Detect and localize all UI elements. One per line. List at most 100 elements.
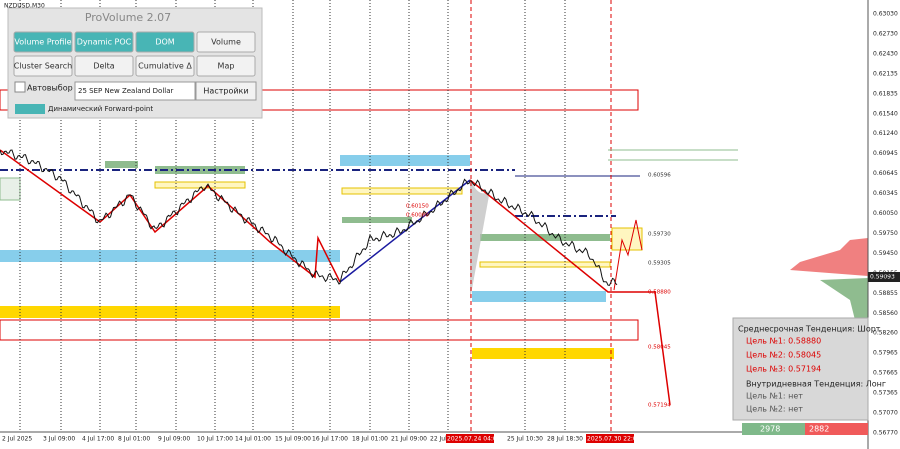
price-label: 0.57365 — [873, 390, 898, 397]
level — [611, 227, 643, 251]
current-price: 0.59093 — [870, 274, 895, 281]
price-label: 0.62135 — [873, 70, 898, 77]
time-label: 10 Jul 17:00 — [197, 436, 233, 443]
time-label: 2025.07.24 04:00 — [447, 436, 501, 443]
level — [0, 306, 340, 318]
time-label: 21 Jul 09:00 — [391, 436, 427, 443]
target: Цель №1: 0.58880 — [746, 337, 821, 346]
settings-button[interactable] — [195, 81, 257, 101]
price-label: 0.60050 — [873, 210, 898, 217]
volume-profile — [470, 180, 490, 300]
panel-button-label: Cumulative Δ — [138, 62, 192, 71]
level — [0, 177, 21, 201]
current-price-box — [868, 272, 900, 282]
panel-button[interactable] — [13, 55, 73, 77]
level-label: 0.58880 — [648, 290, 671, 296]
panel-button-label: DOM — [155, 38, 174, 47]
level — [342, 217, 412, 223]
price-label: 0.62430 — [873, 50, 898, 57]
price-label: 0.59450 — [873, 250, 898, 257]
info-heading: Среднесрочная Тенденция: Шорт — [738, 325, 881, 334]
level — [105, 161, 138, 168]
time-label: 25 Jul 10:30 — [507, 436, 543, 443]
level-label: 0.59730 — [648, 232, 671, 238]
zone — [0, 89, 639, 111]
info-box — [732, 317, 869, 421]
buy-volume: 2978 — [760, 425, 780, 434]
panel-button[interactable] — [196, 31, 256, 53]
price-label: 0.58855 — [873, 290, 898, 297]
price-label: 0.58260 — [873, 330, 898, 337]
panel-title: ProVolume 2.07 — [85, 11, 171, 24]
panel-button-label: Volume — [211, 38, 241, 47]
zigzag — [0, 149, 341, 283]
price-label: 0.60645 — [873, 170, 898, 177]
panel-button[interactable] — [135, 55, 195, 77]
panel-button[interactable] — [135, 31, 195, 53]
time-label: 2025.07.30 22:00 — [587, 436, 641, 443]
price-label: 0.62730 — [873, 30, 898, 37]
time-label: 28 Jul 18:30 — [547, 436, 583, 443]
panel-button[interactable] — [196, 55, 256, 77]
price-label: 0.63030 — [873, 11, 898, 18]
zone — [0, 319, 639, 341]
level-label: 0.60080 — [406, 213, 429, 219]
time-label: 9 Jul 09:00 — [158, 436, 190, 443]
time-label: 2 Jul 2025 — [2, 436, 32, 443]
level — [0, 250, 340, 262]
price-label: 0.56770 — [873, 429, 898, 436]
toggle-label: Динамический Forward-point — [48, 105, 153, 113]
level-label: 0.60596 — [648, 173, 671, 179]
time-label: 3 Jul 09:00 — [43, 436, 75, 443]
panel-button[interactable] — [74, 55, 134, 77]
info-heading: Внутридневная Тенденция: Лонг — [746, 380, 886, 389]
time-label: 8 Jul 01:00 — [118, 436, 150, 443]
panel-button[interactable] — [13, 31, 73, 53]
panel: ProVolume 2.07 Автовыбор 25 SEP New Zeal… — [7, 7, 263, 119]
time-label: 15 Jul 09:00 — [275, 436, 311, 443]
sell-volume: 2882 — [809, 425, 829, 434]
time-label: 18 Jul 01:00 — [352, 436, 388, 443]
target: Цель №3: 0.57194 — [746, 365, 821, 374]
panel-button-label: Volume Profile — [14, 38, 71, 47]
panel-button-label: Cluster Search — [14, 62, 72, 71]
panel-button-label: Map — [218, 62, 235, 71]
price-label: 0.61835 — [873, 90, 898, 97]
level — [472, 291, 606, 302]
level — [472, 348, 614, 359]
price-label: 0.60945 — [873, 150, 898, 157]
price-label: 0.59750 — [873, 230, 898, 237]
time-label-bg — [446, 434, 494, 443]
symbol: NZDUSD,M30 — [4, 3, 45, 10]
panel-button[interactable] — [74, 31, 134, 53]
time-label: 16 Jul 17:00 — [312, 436, 348, 443]
level — [340, 155, 470, 166]
checkbox-label: Автовыбор — [27, 84, 73, 93]
level — [480, 234, 610, 241]
buy-volume-bar — [742, 423, 805, 435]
level-label: 0.60150 — [406, 204, 429, 210]
level — [341, 187, 463, 195]
price-label: 0.57965 — [873, 350, 898, 357]
projection — [613, 219, 643, 291]
volume-profile-sell — [790, 238, 868, 276]
instrument-select[interactable] — [74, 81, 196, 101]
panel-button-label: Dynamic POC — [77, 38, 132, 47]
sell-volume-bar — [805, 423, 868, 435]
price-label: 0.57665 — [873, 370, 898, 377]
price-label: 0.61240 — [873, 130, 898, 137]
price-label: 0.60345 — [873, 190, 898, 197]
time-label: 4 Jul 17:00 — [82, 436, 114, 443]
settings-label: Настройки — [203, 87, 248, 96]
target: Цель №2: 0.58045 — [746, 351, 821, 360]
instrument: 25 SEP New Zealand Dollar — [78, 87, 174, 95]
price-line — [0, 149, 618, 286]
volume-profile-buy — [820, 278, 868, 320]
price-label: 0.57070 — [873, 410, 898, 417]
time-label: 22 Jul — [430, 436, 447, 443]
toggle[interactable] — [15, 104, 45, 114]
checkbox[interactable] — [14, 81, 26, 93]
price-label: 0.59155 — [873, 270, 898, 277]
